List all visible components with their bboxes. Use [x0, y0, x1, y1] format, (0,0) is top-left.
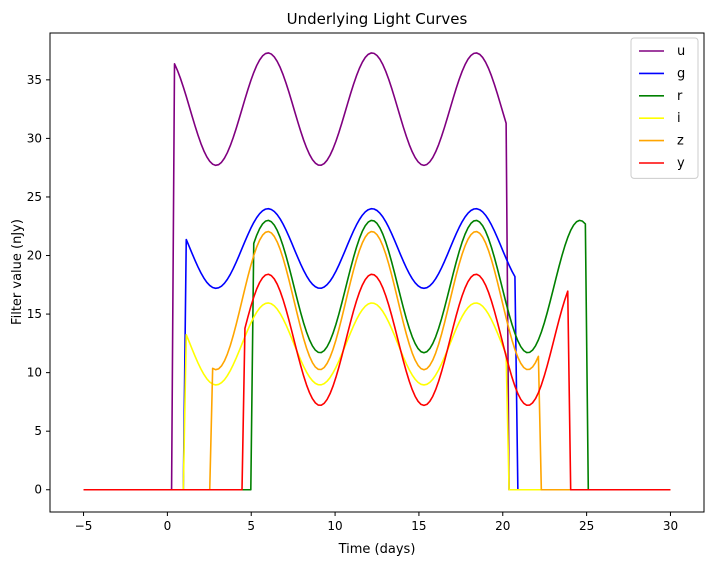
chart-title: Underlying Light Curves: [287, 10, 468, 28]
legend-label-i: i: [677, 111, 681, 126]
legend-label-u: u: [677, 44, 685, 59]
x-tick-label: −5: [75, 519, 93, 533]
legend-box: [630, 37, 699, 179]
x-tick-label: 5: [247, 519, 255, 533]
series-line-u: [83, 52, 671, 491]
plot-area: [49, 32, 705, 513]
axes-frame: [49, 32, 705, 513]
y-axis: 0 5 10 15 20 25 30 35: [27, 73, 50, 497]
x-tick-label: 15: [411, 519, 426, 533]
x-axis: −5 0 5 10 15 20 25 30: [75, 512, 678, 533]
x-tick-label: 10: [327, 519, 342, 533]
y-axis-label: Filter value (nJy): [10, 219, 25, 325]
y-tick-label: 5: [34, 424, 42, 438]
legend-label-z: z: [677, 134, 684, 149]
x-tick-label: 20: [495, 519, 510, 533]
y-tick-label: 25: [27, 190, 42, 204]
x-tick-label: 0: [164, 519, 172, 533]
x-axis-label: Time (days): [338, 542, 416, 557]
x-tick-label: 25: [579, 519, 594, 533]
y-tick-label: 15: [27, 307, 42, 321]
series-layer: [83, 52, 671, 491]
series-line-y: [83, 273, 671, 491]
legend-label-y: y: [677, 156, 685, 171]
y-tick-label: 0: [34, 483, 42, 497]
x-tick-label: 30: [663, 519, 678, 533]
legend-label-g: g: [677, 66, 685, 81]
legend-label-r: r: [677, 89, 683, 104]
y-tick-label: 30: [27, 131, 42, 145]
y-tick-label: 10: [27, 366, 42, 380]
y-tick-label: 20: [27, 249, 42, 263]
y-tick-label: 35: [27, 73, 42, 87]
